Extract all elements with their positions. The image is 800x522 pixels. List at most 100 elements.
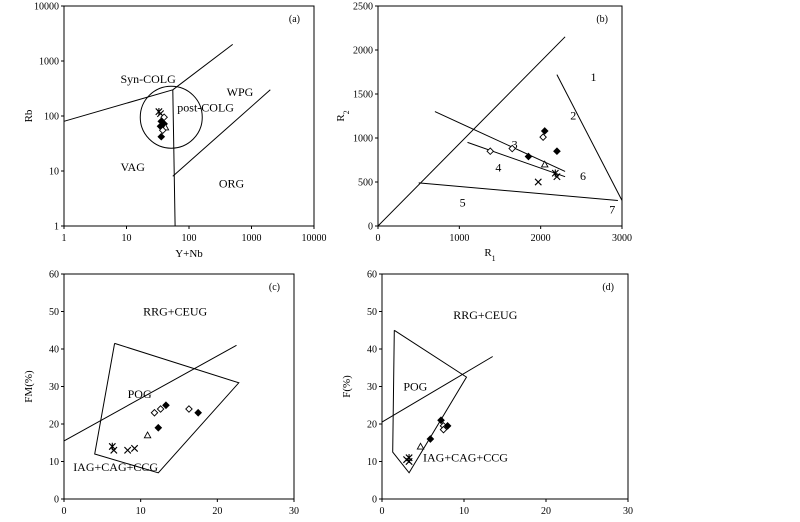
y-tick-label: 1 xyxy=(54,222,59,233)
field-boundary xyxy=(556,74,623,201)
field-boundary xyxy=(94,342,240,474)
data-point-diamond-filled xyxy=(524,152,533,161)
y-axis-label: F(%) xyxy=(341,375,353,398)
field-boundary xyxy=(381,356,493,423)
data-point-cross xyxy=(130,444,139,452)
y-tick-label: 60 xyxy=(49,270,59,281)
x-axis-label: R1 xyxy=(484,247,495,263)
panel-a: 1 10 100 1000 10000 1 10 100 1000 10000 Y+Nb Rb (a) S… xyxy=(23,2,327,261)
data-point-diamond-open xyxy=(150,408,159,417)
y-tick-label: 10 xyxy=(367,457,377,468)
y-tick-label: 100 xyxy=(44,112,59,123)
field-label: IAG+CAG+CCG xyxy=(423,451,508,465)
x-tick-label: 10 xyxy=(122,233,132,244)
x-tick-label: 10000 xyxy=(302,233,327,244)
y-tick-label: 2500 xyxy=(353,2,373,13)
y-tick-label: 60 xyxy=(367,270,377,281)
field-boundary xyxy=(63,344,237,442)
field-label: RRG+CEUG xyxy=(453,308,517,322)
y-axis-label-text: R xyxy=(335,114,347,122)
field-label: 7 xyxy=(609,203,615,217)
x-tick-label: 10 xyxy=(459,506,469,517)
x-tick-label: 0 xyxy=(62,506,67,517)
x-tick-label: 30 xyxy=(623,506,633,517)
y-axis-label: Rb xyxy=(23,109,35,122)
y-tick-label: 1500 xyxy=(353,90,373,101)
data-point-diamond-open xyxy=(508,144,517,153)
field-boundary xyxy=(392,329,468,474)
x-tick-label: 1000 xyxy=(449,233,469,244)
y-axis-label-sub: 2 xyxy=(342,110,351,114)
panel-c: 01020300102030405060C(%)FM(%)(c)RRG+CEUG… xyxy=(23,270,299,522)
x-tick-label: 20 xyxy=(212,506,222,517)
field-label: POG xyxy=(403,379,427,393)
field-label: ORG xyxy=(219,177,245,191)
field-label: 6 xyxy=(580,169,586,183)
data-point-diamond-filled xyxy=(443,422,452,430)
x-tick-label: 30 xyxy=(289,506,299,517)
y-tick-label: 10 xyxy=(49,167,59,178)
y-tick-label: 40 xyxy=(367,345,377,356)
plot-frame-a xyxy=(63,5,315,227)
y-tick-label: 50 xyxy=(49,307,59,318)
field-boundary xyxy=(377,36,566,227)
x-tick-label: 1000 xyxy=(242,233,262,244)
panel-b: 0 1000 2000 300005001000150020002500R1R2(b)… xyxy=(335,2,632,263)
data-point-diamond-open xyxy=(539,133,547,141)
field-label: Syn-COLG xyxy=(120,72,176,86)
panel-label: (a) xyxy=(289,14,300,25)
y-tick-label: 10000 xyxy=(34,2,59,13)
y-tick-label: 40 xyxy=(49,345,59,356)
x-tick-label: 100 xyxy=(182,233,197,244)
data-point-diamond-filled xyxy=(157,132,166,141)
data-point-diamond-open xyxy=(486,147,495,156)
data-point-diamond-filled xyxy=(162,401,170,410)
field-boundary xyxy=(172,44,234,91)
field-label: RRG+CEUG xyxy=(143,304,207,318)
panel-label: (d) xyxy=(602,282,614,293)
field-label: 3 xyxy=(512,138,518,152)
field-boundary xyxy=(434,111,566,172)
y-tick-label: 30 xyxy=(49,382,59,393)
field-label: WPG xyxy=(227,85,254,99)
data-point-cross xyxy=(110,446,118,454)
y-tick-label: 30 xyxy=(367,382,377,393)
field-boundary xyxy=(172,89,176,227)
field-label: POG xyxy=(128,387,152,401)
field-boundary xyxy=(63,89,173,122)
post-colg-circle xyxy=(139,85,203,149)
data-point-diamond-filled xyxy=(194,408,203,417)
data-point-diamond-filled xyxy=(154,423,163,432)
y-tick-label: 0 xyxy=(54,495,59,506)
field-label: 2 xyxy=(570,109,576,123)
y-axis-label: FM(%) xyxy=(23,370,35,403)
field-boundary xyxy=(418,182,618,201)
y-tick-label: 0 xyxy=(372,495,377,506)
y-tick-label: 20 xyxy=(49,420,59,431)
x-tick-label: 20 xyxy=(541,506,551,517)
y-tick-label: 20 xyxy=(367,420,377,431)
x-tick-label: 0 xyxy=(380,506,385,517)
y-tick-label: 10 xyxy=(49,457,59,468)
data-point-diamond-filled xyxy=(426,435,435,443)
y-tick-label: 0 xyxy=(368,222,373,233)
field-label: 4 xyxy=(495,160,501,174)
data-point-cross xyxy=(553,173,561,181)
data-point-cross xyxy=(534,178,542,186)
data-point-diamond-open xyxy=(185,405,193,413)
x-tick-label: 10 xyxy=(136,506,146,517)
x-tick-label: 0 xyxy=(376,233,381,244)
y-tick-label: 500 xyxy=(358,178,373,189)
field-boundary xyxy=(467,141,566,178)
field-label: VAG xyxy=(120,160,145,174)
field-boundary xyxy=(172,89,271,177)
data-point-triangle-open xyxy=(416,442,425,450)
data-point-diamond-filled xyxy=(540,127,549,135)
field-label: 1 xyxy=(591,70,597,84)
panel-label: (c) xyxy=(269,282,280,293)
x-axis-label-sub: 1 xyxy=(492,254,496,263)
x-tick-label: 2000 xyxy=(531,233,551,244)
data-point-cross xyxy=(124,446,132,454)
x-tick-label: 3000 xyxy=(612,233,632,244)
